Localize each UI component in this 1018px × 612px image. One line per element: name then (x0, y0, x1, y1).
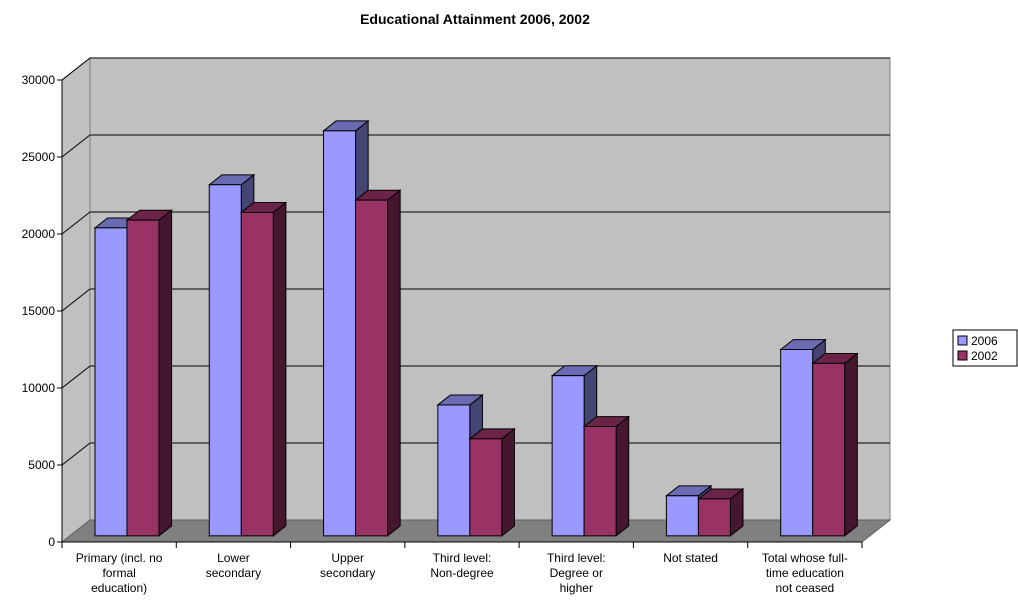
y-tick-label: 25000 (22, 150, 56, 164)
gridline-side (61, 134, 91, 158)
x-category-label: Third level: Non-degree (430, 551, 494, 580)
bar-2002-5 (696, 487, 745, 537)
x-category-label: Total whose full-time education not cease… (762, 551, 848, 595)
y-tick-label: 20000 (22, 227, 56, 241)
y-tick-label: 0 (48, 535, 55, 549)
gridline-side (61, 365, 91, 389)
axes (57, 79, 863, 548)
gridline-side (61, 288, 91, 312)
legend-label-2006: 2006 (971, 334, 998, 348)
gridline-side (61, 442, 91, 466)
y-tick-label: 5000 (28, 458, 55, 472)
y-tick-label: 30000 (22, 73, 56, 87)
bar-2002-3 (468, 427, 516, 537)
gridline-side (61, 57, 91, 81)
chart-title: Educational Attainment 2006, 2002 (360, 11, 590, 27)
bar-2002-6 (811, 352, 859, 537)
legend-label-2002: 2002 (971, 349, 998, 363)
y-tick-label: 10000 (22, 381, 56, 395)
legend-swatch-2002 (957, 350, 968, 361)
x-category-label: Primary (incl. no formal education) (76, 551, 163, 595)
bars (93, 119, 859, 537)
bar-2002-2 (354, 189, 402, 537)
x-category-label: Upper secondary (320, 551, 375, 580)
y-tick-label: 15000 (22, 304, 56, 318)
x-category-label: Third level: Degree or higher (547, 551, 606, 595)
bar-2006-6 (779, 338, 827, 537)
legend-swatch-2006 (957, 335, 968, 346)
bar-2002-1 (239, 201, 288, 537)
x-category-label: Not stated (663, 551, 718, 565)
axis-labels: 0 5000 10000 15000 20000 25000 30000 Primary (i… (22, 73, 848, 595)
gridline-side (61, 211, 91, 235)
bar-2002-0 (125, 209, 174, 537)
bar-2002-4 (582, 415, 631, 537)
x-category-label: Lower secondary (206, 551, 261, 580)
